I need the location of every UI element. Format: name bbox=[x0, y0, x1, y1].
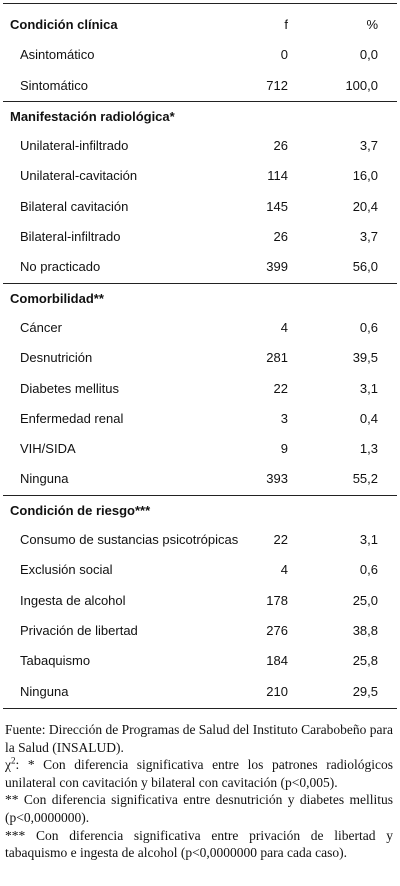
table-row: Consumo de sustancias psicotrópicas 22 3,1 bbox=[3, 525, 397, 555]
row-label: Tabaquismo bbox=[20, 653, 91, 669]
row-label: Asintomático bbox=[20, 47, 95, 63]
row-pct: 100,0 bbox=[345, 77, 378, 93]
table: Condición clínica f% Asintomático 0 0,0 Sinto… bbox=[3, 3, 397, 709]
table-row: Sintomático 712 100,0 bbox=[3, 71, 397, 101]
row-pct: 38,8 bbox=[352, 622, 378, 638]
row-f: 9 bbox=[280, 441, 288, 457]
row-pct: 3,1 bbox=[359, 532, 378, 548]
row-pct: 16,0 bbox=[352, 168, 378, 184]
header-label: Condición clínica bbox=[10, 17, 118, 32]
section-title: Condición de riesgo*** bbox=[10, 502, 151, 518]
note: ** Con diferencia significativa entre de… bbox=[5, 792, 393, 825]
row-label: Enfermedad renal bbox=[20, 410, 124, 426]
row-f: 26 bbox=[273, 138, 288, 154]
section-row: Condición de riesgo*** bbox=[3, 494, 397, 525]
row-pct: 56,0 bbox=[352, 259, 378, 275]
row-pct: 0,4 bbox=[359, 410, 378, 426]
row-f: 22 bbox=[273, 532, 288, 548]
table-row: Enfermedad renal 3 0,4 bbox=[3, 404, 397, 434]
header-f: f bbox=[284, 17, 288, 32]
table-row: No practicado 399 56,0 bbox=[3, 252, 397, 282]
footnotes: Fuente: Dirección de Programas de Salud … bbox=[5, 721, 393, 862]
row-f: 184 bbox=[266, 653, 288, 669]
row-f: 276 bbox=[266, 622, 288, 638]
chi-note: χ2: * Con diferencia significativa entre… bbox=[5, 756, 393, 791]
row-label: Unilateral-infiltrado bbox=[20, 138, 129, 154]
row-label: Desnutrición bbox=[20, 350, 93, 366]
row-label: Unilateral-cavitación bbox=[20, 168, 138, 184]
table-row: Ninguna 393 55,2 bbox=[3, 464, 397, 494]
table-row: Cáncer 4 0,6 bbox=[3, 313, 397, 343]
row-label: Sintomático bbox=[20, 77, 88, 93]
table-row: Exclusión social 4 0,6 bbox=[3, 555, 397, 585]
chi-symbol: χ bbox=[5, 757, 11, 773]
section-title: Comorbilidad** bbox=[10, 290, 104, 306]
row-pct: 1,3 bbox=[359, 441, 378, 457]
row-f: 210 bbox=[266, 683, 288, 699]
row-pct: 25,8 bbox=[352, 653, 378, 669]
row-label: VIH/SIDA bbox=[20, 441, 76, 457]
row-f: 114 bbox=[267, 168, 288, 184]
table-row: Bilateral cavitación 145 20,4 bbox=[3, 192, 397, 222]
row-pct: 20,4 bbox=[352, 198, 378, 214]
row-f: 0 bbox=[280, 47, 288, 63]
table-row: Bilateral-infiltrado 26 3,7 bbox=[3, 222, 397, 252]
row-f: 26 bbox=[273, 229, 288, 245]
chi-sup: 2 bbox=[11, 755, 16, 766]
row-f: 281 bbox=[266, 350, 288, 366]
row-label: Privación de libertad bbox=[20, 622, 138, 638]
row-pct: 0,6 bbox=[359, 319, 378, 335]
row-f: 3 bbox=[280, 410, 288, 426]
row-f: 178 bbox=[266, 592, 288, 608]
row-f: 399 bbox=[266, 259, 288, 275]
source-note: Fuente: Dirección de Programas de Salud … bbox=[5, 722, 394, 755]
row-pct: 55,2 bbox=[352, 471, 378, 487]
chi-text: : * Con diferencia significativa entre l… bbox=[5, 757, 393, 790]
row-pct: 0,6 bbox=[359, 562, 378, 578]
row-f: 4 bbox=[280, 319, 288, 335]
section-row: Manifestación radiológica* bbox=[3, 100, 397, 131]
table-row: Unilateral-infiltrado 26 3,7 bbox=[3, 131, 397, 161]
row-label: Bilateral cavitación bbox=[20, 198, 129, 214]
header-pct: % bbox=[366, 17, 378, 32]
table-row: Asintomático 0 0,0 bbox=[3, 40, 397, 70]
header-row: Condición clínica f% bbox=[3, 10, 397, 40]
table-row: Unilateral-cavitación 114 16,0 bbox=[3, 161, 397, 191]
row-label: Exclusión social bbox=[20, 562, 113, 578]
table-row: Ninguna 210 29,5 bbox=[3, 677, 397, 707]
row-label: Ninguna bbox=[20, 683, 69, 699]
row-pct: 3,7 bbox=[359, 229, 378, 245]
table-row: Desnutrición 281 39,5 bbox=[3, 343, 397, 373]
table-row: VIH/SIDA 9 1,3 bbox=[3, 434, 397, 464]
row-label: Ninguna bbox=[20, 471, 69, 487]
note: *** Con diferencia significativa entre p… bbox=[5, 827, 393, 861]
row-label: Ingesta de alcohol bbox=[20, 592, 126, 608]
row-f: 145 bbox=[266, 198, 288, 214]
row-f: 393 bbox=[266, 471, 288, 487]
row-label: Bilateral-infiltrado bbox=[20, 229, 121, 245]
row-f: 712 bbox=[266, 77, 288, 93]
row-label: Cáncer bbox=[20, 319, 62, 335]
table-row: Privación de libertad 276 38,8 bbox=[3, 616, 397, 646]
row-f: 4 bbox=[280, 562, 288, 578]
row-pct: 25,0 bbox=[352, 592, 378, 608]
table-row: Diabetes mellitus 22 3,1 bbox=[3, 374, 397, 404]
row-label: Diabetes mellitus bbox=[20, 380, 119, 396]
row-pct: 3,7 bbox=[359, 138, 378, 154]
row-label: No practicado bbox=[20, 259, 101, 275]
row-pct: 0,0 bbox=[359, 47, 378, 63]
row-f: 22 bbox=[273, 380, 288, 396]
table-row: Tabaquismo 184 25,8 bbox=[3, 646, 397, 676]
section-title: Manifestación radiológica* bbox=[10, 108, 175, 124]
row-pct: 29,5 bbox=[352, 683, 378, 699]
table-row: Ingesta de alcohol 178 25,0 bbox=[3, 586, 397, 616]
row-label: Consumo de sustancias psicotrópicas bbox=[20, 532, 239, 548]
row-pct: 39,5 bbox=[352, 350, 378, 366]
section-row: Comorbilidad** bbox=[3, 282, 397, 313]
row-pct: 3,1 bbox=[359, 380, 378, 396]
